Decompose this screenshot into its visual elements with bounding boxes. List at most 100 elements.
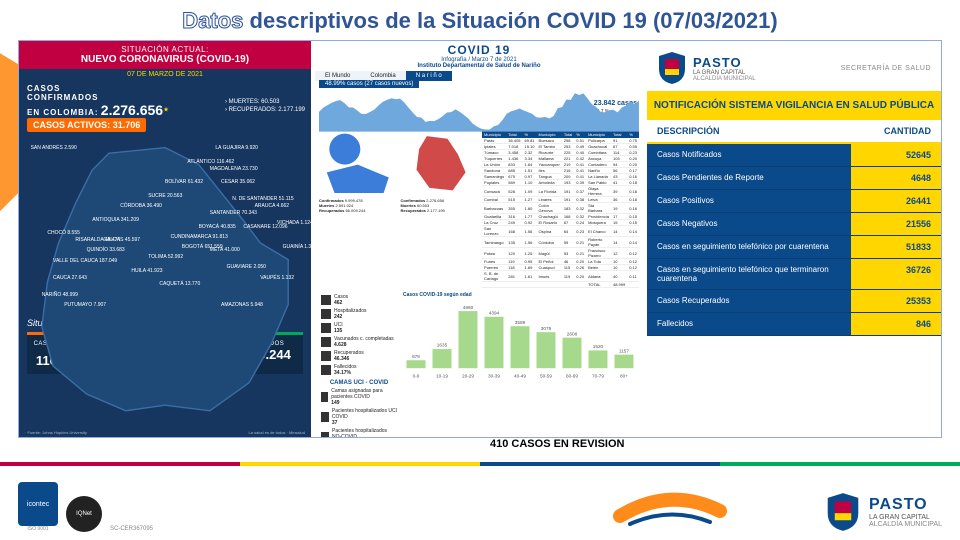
svg-text:0-9: 0-9: [413, 374, 420, 379]
dept-label: PUTUMAYO 7.907: [64, 302, 106, 308]
dept-label: ARAUCA 4.662: [255, 203, 289, 209]
table-row: Taminango1351.56Córdoba590.21Roberto Pay…: [482, 237, 639, 248]
colombia-side-stats: › MUERTES: 60.503 › RECUPERADOS: 2.177.1…: [225, 99, 305, 115]
foot-l: · Fuente: Johns Hopkins University: [25, 430, 87, 435]
muni-td: [537, 282, 562, 288]
svg-text:1157: 1157: [619, 348, 629, 353]
svg-text:40-49: 40-49: [514, 374, 526, 379]
left-stat: UCI135: [321, 322, 397, 334]
age-bar: [562, 338, 581, 369]
footer-pasto-logo: PASTO LA GRAN CAPITAL ALCALDÍA MUNICIPAL: [825, 492, 942, 532]
age-bar: [588, 350, 607, 368]
mini-colombia: Confirmados 2.276.656Muertes 60.503Recup…: [401, 131, 479, 211]
shield-icon: [657, 51, 687, 85]
dept-label: CAUCA 27.643: [53, 275, 87, 281]
pasto-desc: Casos Recuperados: [647, 290, 851, 312]
recup-label: › RECUPERADOS:: [225, 107, 277, 113]
footer-stripe: [0, 462, 960, 466]
age-bar: [510, 326, 529, 368]
muni-td: Potosí: [482, 248, 506, 259]
muni-td: La Florida: [537, 186, 562, 197]
muni-td: 1.25: [523, 248, 537, 259]
muni-td: 40: [611, 271, 627, 282]
muni-td: Barbacoas: [482, 203, 506, 214]
muni-td: 0.11: [627, 271, 639, 282]
muni-td: 14: [611, 237, 627, 248]
active-value: 31.706: [113, 120, 141, 130]
muni-td: 355: [506, 203, 522, 214]
pasto-rows: Casos Notificados52645Casos Pendientes d…: [647, 144, 941, 336]
cert-code: SC-CER367095: [110, 526, 153, 532]
muni-td: 0.12: [627, 248, 639, 259]
pasto-qty: 26441: [851, 190, 941, 212]
muni-td: 1.09: [523, 186, 537, 197]
panel-pasto: PASTO LA GRAN CAPITAL ALCALDÍA MUNICIPAL…: [647, 41, 941, 437]
dept-label: QUINDÍO 33.683: [87, 247, 125, 253]
f-brand2: LA GRAN CAPITAL: [869, 514, 942, 521]
muni-td: 1.56: [523, 237, 537, 248]
cases-l2: CONFIRMADOS: [27, 93, 98, 102]
svg-text:50-59: 50-59: [540, 374, 552, 379]
svg-text:4880: 4880: [463, 305, 474, 310]
dept-label: BOLÍVAR 61.432: [165, 179, 203, 185]
muni-td: 120: [506, 248, 522, 259]
muni-td: 0.21: [574, 248, 586, 259]
muni-td: La Llanada: [586, 174, 611, 180]
dept-label: CHOCÓ 8.555: [47, 230, 80, 236]
age-barchart: Casos COVID-19 según edad 6790-9163510-1…: [403, 292, 637, 372]
muni-td: Providencia: [586, 214, 611, 220]
svg-text:20-29: 20-29: [462, 374, 474, 379]
camas-title: CAMAS UCI - COVID: [321, 380, 397, 386]
muni-td: 14: [611, 226, 627, 237]
muni-td: 19: [611, 203, 627, 214]
pasto-logo-text: PASTO LA GRAN CAPITAL ALCALDÍA MUNICIPAL: [693, 55, 756, 82]
age-bar: [614, 355, 633, 369]
muni-td: [482, 282, 506, 288]
pasto-row: Fallecidos846: [647, 313, 941, 336]
pasto-thead: DESCRIPCIÓN CANTIDAD: [647, 120, 941, 144]
muni-td: Yacuanquer: [537, 162, 562, 168]
dept-label: SANTANDER 70.343: [210, 210, 257, 216]
pasto-row: Casos Notificados52645: [647, 144, 941, 167]
age-bar: [536, 332, 555, 368]
muni-td: [574, 282, 586, 288]
panels: SITUACIÓN ACTUAL: NUEVO CORONAVIRUS (COV…: [18, 40, 942, 438]
age-bar: [433, 349, 452, 368]
pasto-desc: Fallecidos: [647, 313, 851, 335]
muni-th: Municipio: [537, 131, 562, 138]
title-prefix: Datos: [182, 8, 249, 33]
muni-td: 0.32: [574, 203, 586, 214]
muni-td: 48.999: [611, 282, 627, 288]
dept-label: CUNDINAMARCA 91.813: [171, 234, 228, 240]
muni-th: %: [574, 131, 586, 138]
colombia-foot: · Fuente: Johns Hopkins University La sa…: [25, 430, 305, 435]
muni-td: 64: [562, 226, 574, 237]
muni-td: 59: [562, 237, 574, 248]
pasto-desc: Casos en seguimiento telefónico que term…: [647, 259, 851, 289]
star-icon: ★: [163, 106, 169, 113]
dept-label: AMAZONAS 5.948: [221, 302, 263, 308]
cases-l3: EN COLOMBIA:: [27, 108, 99, 117]
svg-text:3079: 3079: [541, 326, 552, 331]
dept-label: VAUPÉS 1.132: [260, 275, 294, 281]
narino-sparkline: [319, 89, 639, 129]
muni-td: Ospina: [537, 226, 562, 237]
colombia-map: SAN ANDRÉS 2.590LA GUAJIRA 9.920ATLÁNTIC…: [25, 142, 305, 312]
narino-h1: COVID 19: [315, 43, 643, 57]
muni-td: Córdoba: [537, 237, 562, 248]
panel-narino: COVID 19 Infografía / Marzo 7 de 2021 In…: [315, 41, 643, 437]
stat-icon: [321, 295, 331, 305]
page-title: Datos descriptivos de la Situación COVID…: [0, 0, 960, 38]
pasto-row: Casos Positivos26441: [647, 190, 941, 213]
shield-icon: [825, 492, 861, 532]
pasto-desc: Casos en seguimiento telefónico por cuar…: [647, 236, 851, 258]
svg-text:30-39: 30-39: [488, 374, 500, 379]
narino-header: COVID 19 Infografía / Marzo 7 de 2021 In…: [315, 41, 643, 71]
age-bar: [459, 311, 478, 368]
table-row: Potosí1201.25Magüí530.21Francisco Pizarr…: [482, 248, 639, 259]
pasto-qty: 25353: [851, 290, 941, 312]
footer-brand-text: PASTO LA GRAN CAPITAL ALCALDÍA MUNICIPAL: [869, 496, 942, 528]
icontec-label: icontec: [27, 501, 49, 508]
muni-td: 15.10: [523, 144, 537, 150]
muni-th: Total: [506, 131, 522, 138]
